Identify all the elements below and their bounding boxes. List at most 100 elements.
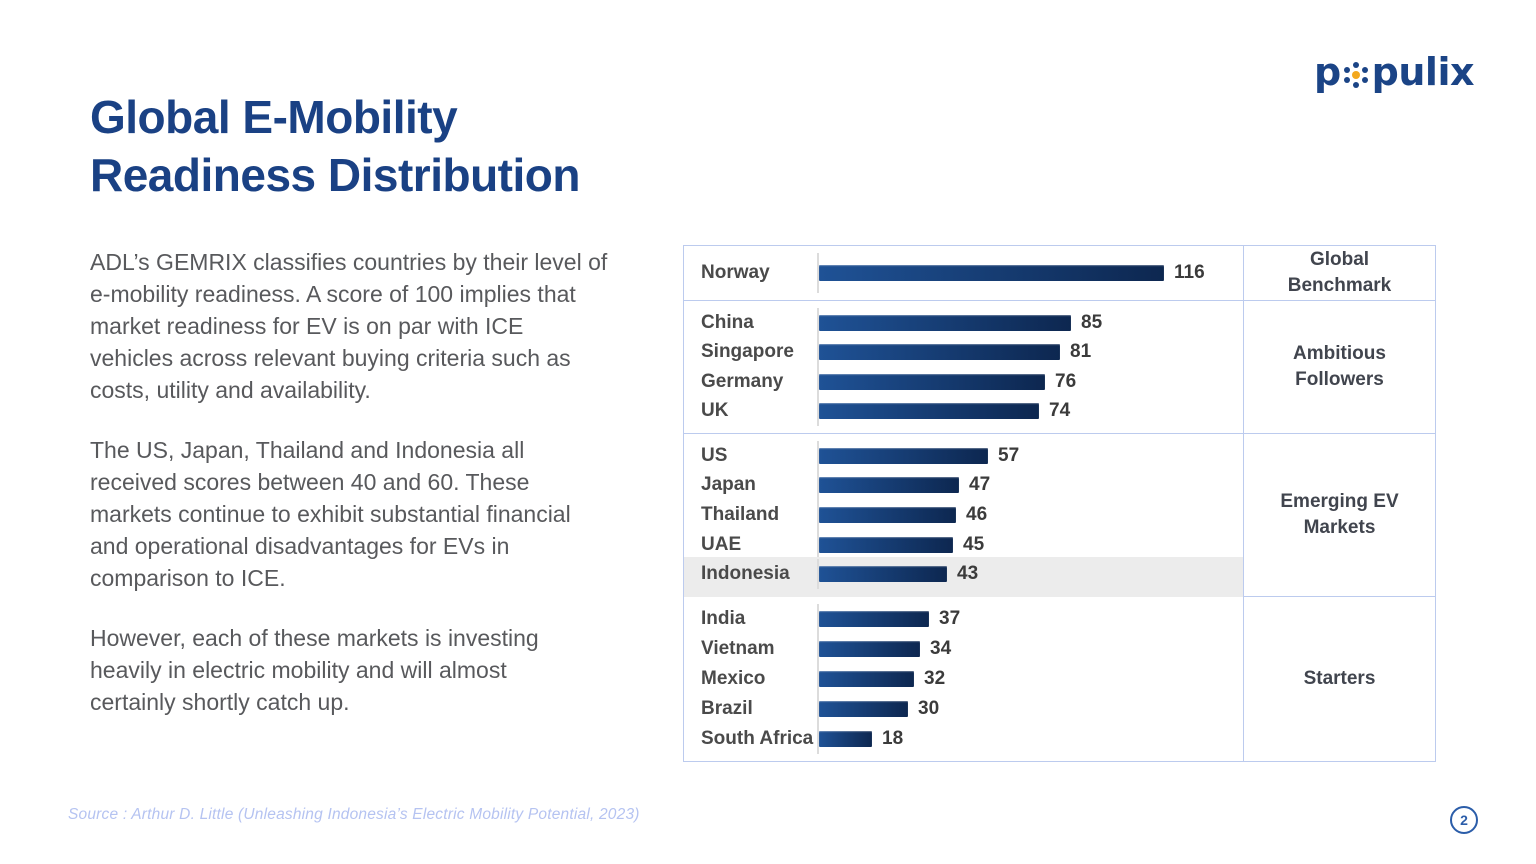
country-label: Singapore [701, 341, 794, 363]
gemrix-bar-chart: Norway 116 Global Benchmark China 85 Singapor… [683, 245, 1436, 762]
chart-row: China 85 [684, 308, 1243, 338]
chart-row: US 57 [684, 441, 1243, 471]
chart-group-bars: US 57 Japan 47 Thailand 46 UAE 45 Indonesia 43 [684, 434, 1244, 597]
country-label: Norway [701, 262, 770, 283]
country-label: Thailand [701, 503, 780, 525]
bar-area: 81 [817, 337, 1243, 367]
source-note: Source : Arthur D. Little (Unleashing In… [68, 806, 640, 823]
bar-area: 32 [817, 664, 1243, 694]
score-value: 46 [966, 503, 988, 525]
category-label: Starters [1303, 668, 1376, 690]
score-bar [819, 265, 1164, 281]
score-bar [819, 611, 929, 627]
paragraph-3: However, each of these markets is invest… [90, 625, 539, 715]
score-bar [819, 731, 872, 747]
logo-text-left: p [1313, 50, 1341, 94]
chart-row: Thailand 46 [684, 500, 1243, 530]
score-value: 74 [1049, 400, 1071, 422]
bar-area: 47 [817, 470, 1243, 501]
score-value: 47 [969, 474, 991, 496]
bar-area: 45 [817, 529, 1243, 560]
title-line-2: Readiness Distribution [90, 149, 580, 202]
score-bar [819, 641, 920, 657]
score-bar [819, 447, 988, 464]
page-title: Global E-Mobility Readiness Distribution [90, 88, 580, 205]
score-value: 37 [939, 608, 961, 629]
score-value: 18 [882, 728, 904, 749]
score-bar [819, 506, 956, 523]
country-label: Brazil [701, 698, 753, 719]
chart-row: UK 74 [684, 396, 1243, 426]
score-bar [819, 701, 908, 717]
country-label: UK [701, 400, 729, 422]
page-number: 2 [1460, 812, 1468, 828]
bar-area: 76 [817, 367, 1243, 397]
bar-area: 57 [817, 441, 1243, 471]
bar-area: 43 [817, 559, 1243, 589]
score-bar [819, 403, 1039, 420]
paragraph-2: The US, Japan, Thailand and Indonesia al… [90, 437, 571, 591]
score-bar [819, 344, 1060, 361]
score-value: 34 [930, 638, 952, 659]
score-value: 81 [1070, 341, 1092, 363]
bar-area: 85 [817, 308, 1243, 338]
bar-area: 46 [817, 500, 1243, 530]
category-label: Ambitious Followers [1293, 343, 1386, 390]
country-label: US [701, 444, 728, 466]
score-value: 30 [918, 698, 940, 719]
score-value: 32 [924, 668, 946, 689]
chart-group: US 57 Japan 47 Thailand 46 UAE 45 Indonesia 43 Eme… [684, 434, 1435, 597]
score-bar [819, 314, 1071, 331]
bar-area: 18 [817, 724, 1243, 754]
chart-row: Brazil 30 [684, 694, 1243, 724]
country-label: Mexico [701, 668, 766, 689]
page-number-badge: 2 [1450, 806, 1478, 834]
chart-group-bars: China 85 Singapore 81 Germany 76 UK 74 [684, 301, 1244, 433]
bar-area: 116 [817, 253, 1243, 293]
country-label: Vietnam [701, 638, 775, 659]
chart-row: India 37 [684, 604, 1243, 634]
category-label: Global Benchmark [1287, 249, 1392, 296]
category-label: Emerging EV Markets [1280, 491, 1399, 538]
score-value: 43 [957, 563, 979, 585]
title-line-1: Global E-Mobility [90, 91, 458, 143]
score-bar [819, 373, 1045, 390]
bar-area: 30 [817, 694, 1243, 724]
bar-area: 37 [817, 604, 1243, 634]
chart-group: China 85 Singapore 81 Germany 76 UK 74 Ambitious… [684, 301, 1435, 434]
populix-dot-o-icon [1343, 61, 1370, 88]
score-value: 85 [1081, 311, 1103, 333]
chart-row: Mexico 32 [684, 664, 1243, 694]
country-label: Germany [701, 370, 784, 392]
bar-area: 74 [817, 396, 1243, 426]
chart-group-bars: Norway 116 [684, 246, 1244, 300]
score-bar [819, 536, 953, 553]
chart-row: Japan 47 [684, 470, 1243, 501]
country-label: UAE [701, 533, 742, 555]
score-bar [819, 671, 914, 687]
chart-group: Norway 116 Global Benchmark [684, 246, 1435, 301]
score-value: 57 [998, 444, 1020, 466]
country-label: India [701, 608, 746, 629]
country-label: Indonesia [701, 563, 790, 585]
body-text: ADL’s GEMRIX classifies countries by the… [90, 246, 690, 746]
country-label: Japan [701, 474, 756, 496]
country-label: South Africa [701, 728, 814, 749]
bar-area: 34 [817, 634, 1243, 664]
score-bar [819, 477, 959, 494]
score-value: 76 [1055, 370, 1077, 392]
populix-logo: p pulix [1313, 50, 1475, 94]
chart-row: Germany 76 [684, 367, 1243, 397]
paragraph-1: ADL’s GEMRIX classifies countries by the… [90, 249, 608, 403]
chart-row: Vietnam 34 [684, 634, 1243, 664]
chart-row: Indonesia 43 [684, 557, 1243, 597]
country-label: China [701, 311, 754, 333]
chart-row: Norway 116 [684, 253, 1243, 293]
score-value: 45 [963, 533, 985, 555]
chart-group: India 37 Vietnam 34 Mexico 32 Brazil 30 South Af… [684, 597, 1435, 761]
chart-group-bars: India 37 Vietnam 34 Mexico 32 Brazil 30 South Af… [684, 597, 1244, 761]
chart-row: South Africa 18 [684, 724, 1243, 754]
logo-text-right: pulix [1371, 50, 1475, 94]
chart-row: UAE 45 [684, 529, 1243, 560]
